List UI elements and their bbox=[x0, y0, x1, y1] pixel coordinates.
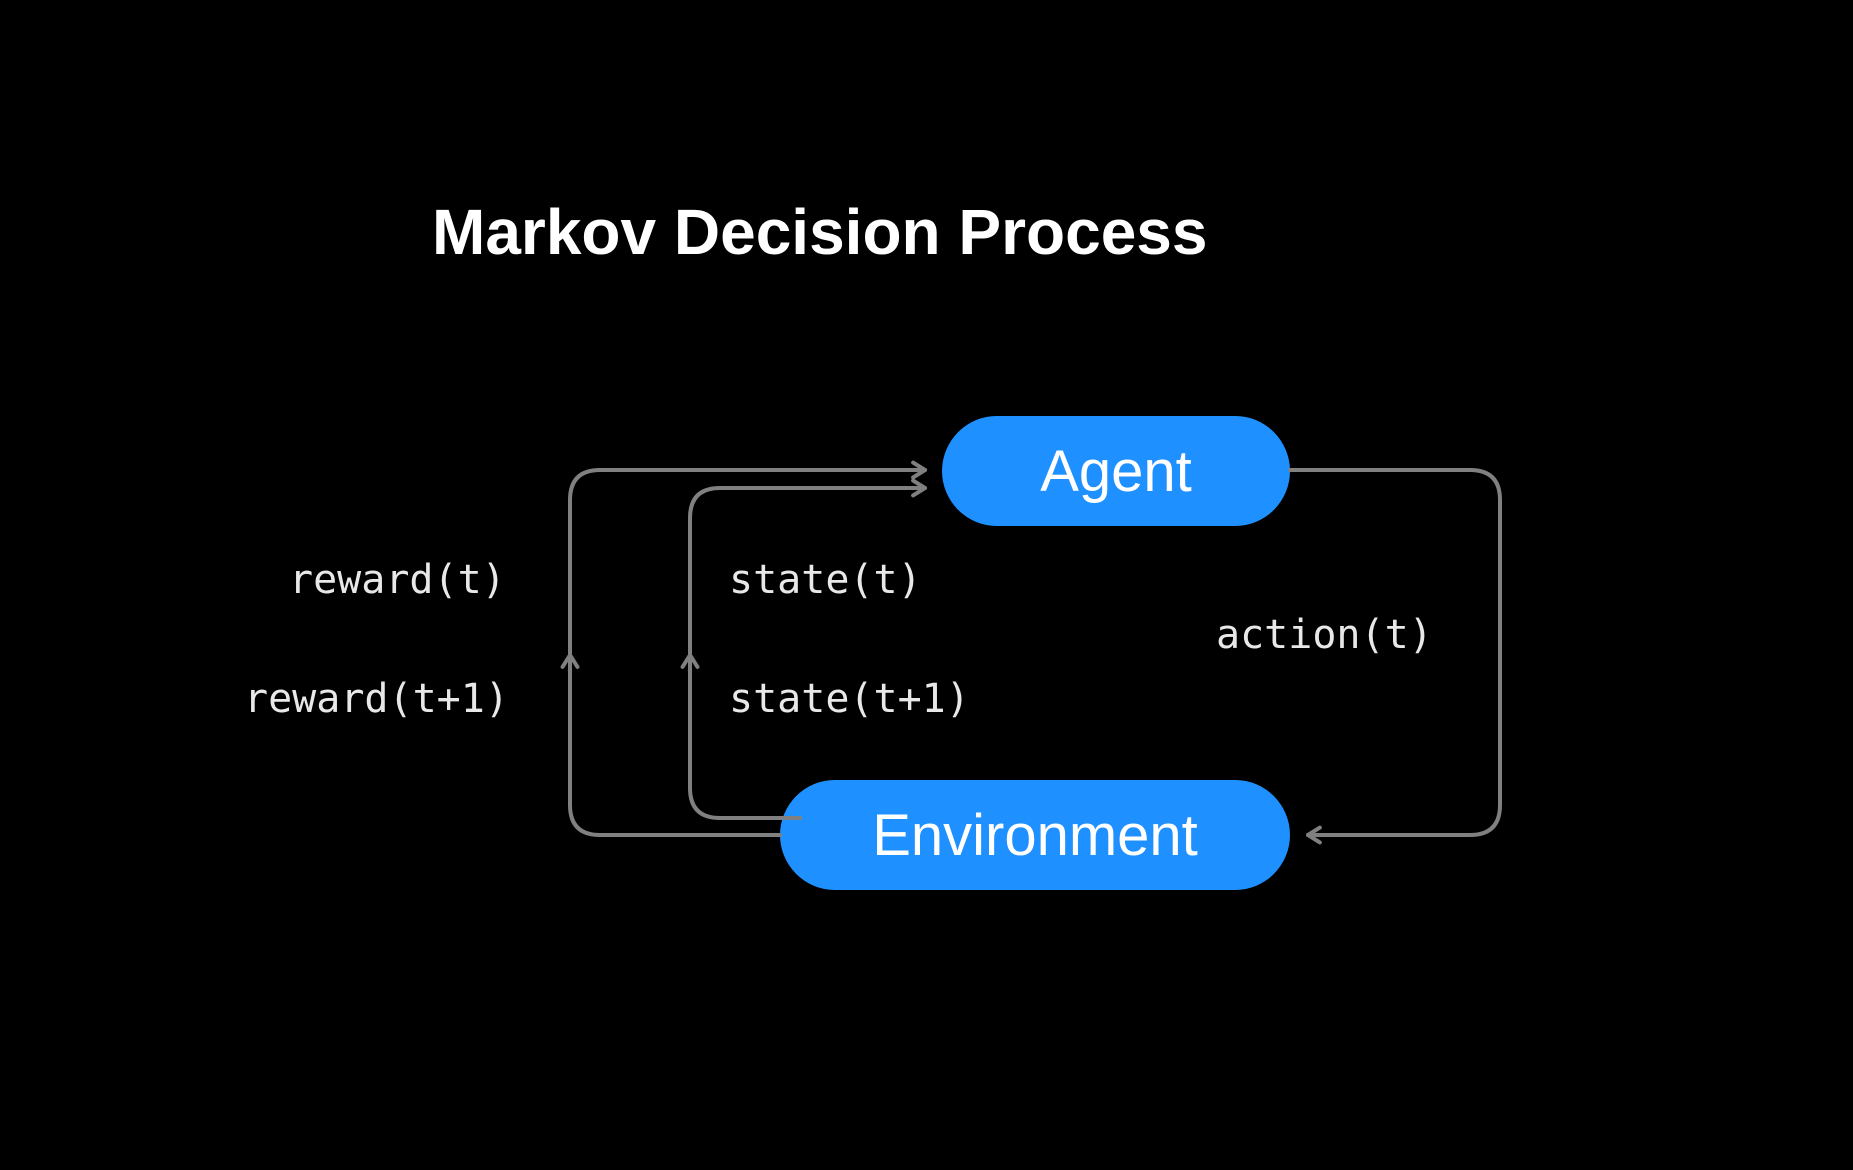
state-t-label: state(t) bbox=[729, 557, 922, 603]
agent-node: Agent bbox=[942, 416, 1290, 526]
diagram-stage: Markov Decision Process Agent Environmen… bbox=[0, 0, 1853, 1170]
action-t-label: action(t) bbox=[1216, 612, 1433, 658]
diagram-title: Markov Decision Process bbox=[432, 195, 1207, 269]
environment-node: Environment bbox=[780, 780, 1290, 890]
agent-node-label: Agent bbox=[1040, 438, 1192, 505]
reward-t-label: reward(t) bbox=[289, 557, 506, 603]
reward-t1-label: reward(t+1) bbox=[244, 676, 509, 722]
environment-node-label: Environment bbox=[872, 802, 1198, 869]
state-t1-label: state(t+1) bbox=[729, 676, 970, 722]
edges-svg bbox=[0, 0, 1853, 1170]
